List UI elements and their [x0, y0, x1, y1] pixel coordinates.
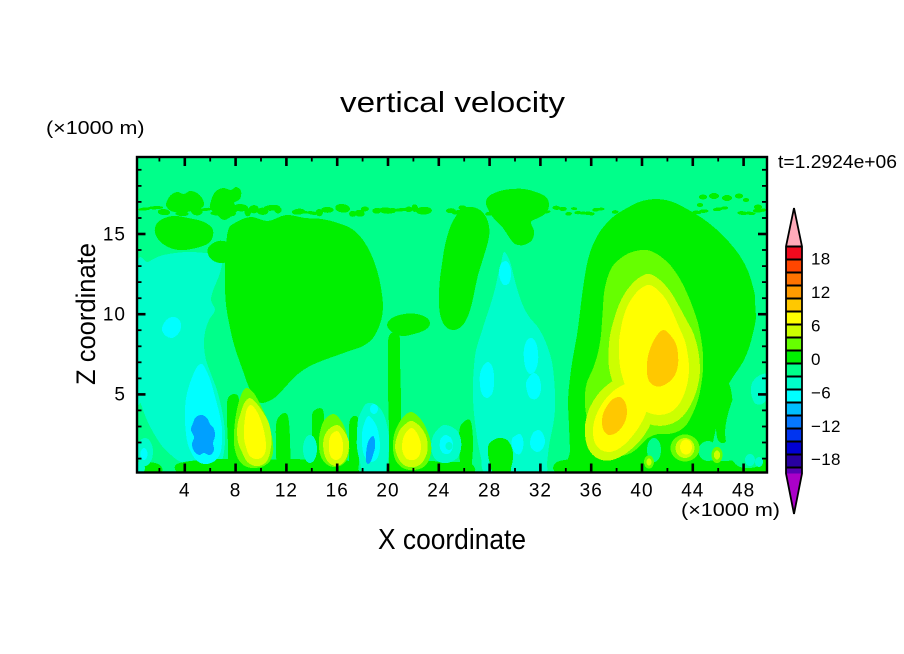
svg-text:12: 12 — [811, 283, 831, 302]
svg-text:6: 6 — [811, 316, 821, 335]
svg-text:−6: −6 — [811, 383, 831, 402]
svg-text:44: 44 — [681, 481, 704, 502]
svg-text:8: 8 — [230, 481, 242, 502]
svg-text:−12: −12 — [811, 417, 841, 436]
svg-text:40: 40 — [630, 481, 653, 502]
svg-text:X coordinate: X coordinate — [378, 524, 526, 556]
svg-text:(×1000 m): (×1000 m) — [46, 118, 145, 138]
svg-text:15: 15 — [103, 224, 126, 245]
svg-text:5: 5 — [114, 385, 126, 406]
svg-text:4: 4 — [179, 481, 191, 502]
svg-text:vertical velocity: vertical velocity — [340, 87, 566, 119]
svg-text:20: 20 — [376, 481, 399, 502]
svg-text:36: 36 — [580, 481, 603, 502]
svg-text:16: 16 — [326, 481, 349, 502]
svg-text:0: 0 — [811, 350, 821, 369]
svg-text:32: 32 — [529, 481, 552, 502]
svg-text:24: 24 — [427, 481, 450, 502]
svg-text:10: 10 — [103, 305, 126, 326]
svg-text:(×1000 m): (×1000 m) — [681, 500, 780, 520]
svg-text:12: 12 — [275, 481, 298, 502]
svg-text:28: 28 — [478, 481, 501, 502]
svg-text:18: 18 — [811, 250, 831, 269]
svg-text:48: 48 — [732, 481, 755, 502]
svg-text:−18: −18 — [811, 450, 841, 469]
svg-text:Z coordinate: Z coordinate — [71, 243, 101, 385]
svg-text:t=1.2924e+06: t=1.2924e+06 — [778, 152, 897, 172]
